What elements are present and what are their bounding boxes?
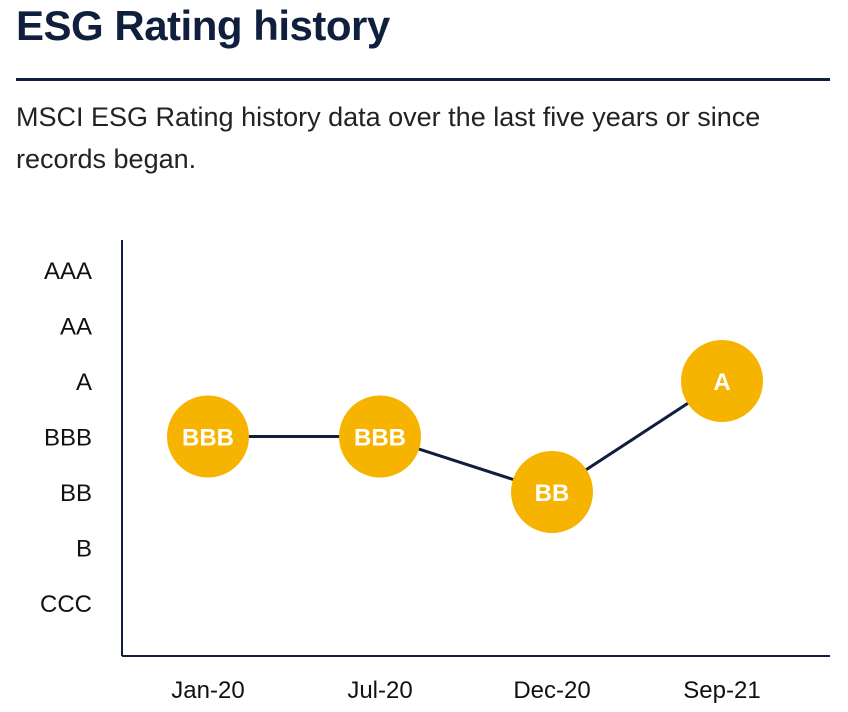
page-subtitle: MSCI ESG Rating history data over the la… — [16, 102, 761, 174]
y-tick-label-b: B — [76, 536, 92, 563]
x-tick-label-sep-21: Sep-21 — [683, 677, 760, 704]
data-label-dec-20: BB — [535, 480, 570, 507]
data-point-sep-21 — [681, 340, 763, 422]
title-divider — [16, 78, 830, 81]
data-label-sep-21: A — [713, 369, 730, 396]
data-point-jul-20 — [339, 395, 421, 478]
x-tick-label-jul-20: Jul-20 — [347, 677, 412, 704]
series-line — [208, 379, 723, 494]
x-tick-label-jan-20: Jan-20 — [171, 677, 244, 704]
page-title: ESG Rating history — [16, 2, 390, 49]
data-label-jan-20: BBB — [182, 425, 234, 452]
y-tick-label-aa: AA — [60, 314, 92, 341]
y-tick-label-ccc: CCC — [40, 591, 92, 618]
y-tick-label-bb: BB — [60, 480, 92, 507]
data-label-jul-20: BBB — [354, 425, 406, 452]
y-tick-label-bbb: BBB — [44, 425, 92, 452]
x-tick-label-dec-20: Dec-20 — [513, 677, 590, 704]
data-point-jan-20 — [167, 395, 249, 478]
y-tick-label-aaa: AAA — [44, 258, 92, 285]
y-tick-label-a: A — [76, 369, 92, 396]
data-point-dec-20 — [511, 451, 593, 533]
